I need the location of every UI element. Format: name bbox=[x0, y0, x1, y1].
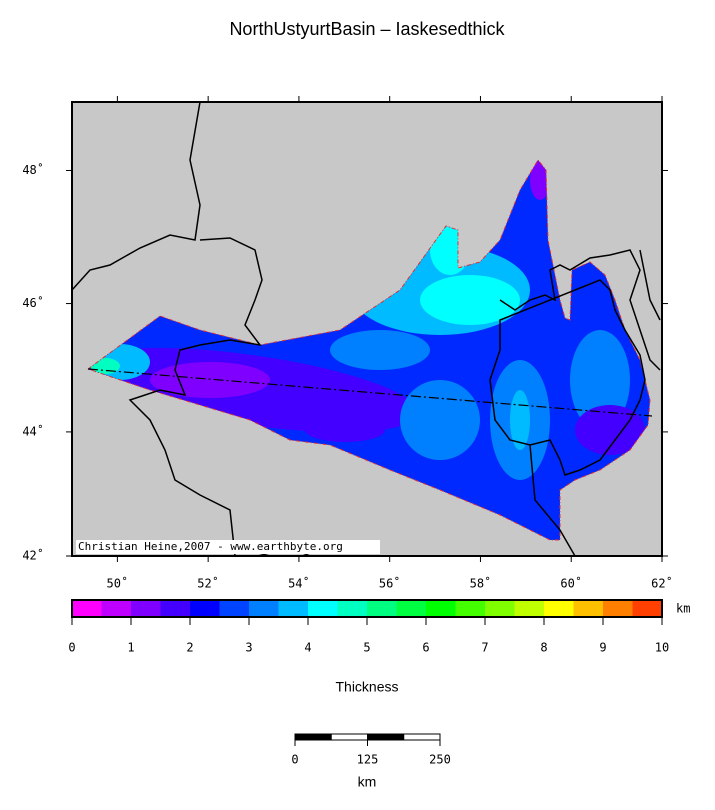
scalebar-tick-label: 250 bbox=[429, 753, 451, 767]
map-frame bbox=[71, 101, 663, 557]
x-tick-label: 54˚ bbox=[288, 576, 310, 591]
title: NorthUstyurtBasin – Iaskesedthick bbox=[229, 19, 505, 39]
y-tick-label: 46˚ bbox=[22, 295, 44, 310]
colorbar-tick-label: 9 bbox=[599, 641, 606, 655]
colorbar-tick-label: 4 bbox=[304, 641, 311, 655]
colorbar-swatch bbox=[485, 600, 515, 617]
x-tick-label: 58˚ bbox=[470, 576, 492, 591]
colorbar-tick-label: 0 bbox=[68, 641, 75, 655]
colorbar-tick-label: 8 bbox=[540, 641, 547, 655]
colorbar-swatch bbox=[632, 600, 663, 617]
colorbar-tick-label: 2 bbox=[186, 641, 193, 655]
colorbar-swatch bbox=[101, 600, 132, 617]
colorbar-swatch bbox=[249, 600, 279, 617]
scalebar-tick-label: 0 bbox=[291, 753, 298, 767]
colorbar-swatch bbox=[308, 600, 338, 617]
scalebar-tick-label: 125 bbox=[357, 753, 379, 767]
colorbar-tick-label: 10 bbox=[655, 641, 669, 655]
coastlines bbox=[72, 102, 661, 556]
colorbar-unit: km bbox=[676, 602, 690, 616]
colorbar-label: Thickness bbox=[335, 679, 398, 695]
colorbar-swatch bbox=[573, 600, 604, 617]
y-tick-label: 44˚ bbox=[22, 423, 44, 438]
colorbar-swatch bbox=[160, 600, 191, 617]
colorbar-swatch bbox=[72, 600, 102, 617]
colorbar-swatch bbox=[337, 600, 368, 617]
x-tick-label: 56˚ bbox=[379, 576, 401, 591]
y-tick-label: 48˚ bbox=[22, 162, 44, 177]
scalebar-segment bbox=[367, 733, 405, 741]
colorbar-tick-label: 3 bbox=[245, 641, 252, 655]
credit: Christian Heine,2007 - www.earthbyte.org bbox=[78, 540, 343, 553]
colorbar-tick-label: 1 bbox=[127, 641, 134, 655]
colorbar-tick-label: 6 bbox=[422, 641, 429, 655]
colorbar-swatch bbox=[544, 600, 574, 617]
x-tick-label: 60˚ bbox=[560, 576, 582, 591]
scalebar-segment bbox=[403, 733, 441, 741]
colorbar-swatch bbox=[455, 600, 486, 617]
scalebar-segment bbox=[294, 733, 332, 741]
scalebar-unit: km bbox=[358, 774, 377, 790]
colorbar-swatch bbox=[514, 600, 545, 617]
colorbar-swatch bbox=[367, 600, 397, 617]
colorbar-tick-label: 5 bbox=[363, 641, 370, 655]
colorbar-swatch bbox=[426, 600, 456, 617]
x-tick-label: 62˚ bbox=[651, 576, 673, 591]
colorbar-tick-label: 7 bbox=[481, 641, 488, 655]
colorbar-swatch bbox=[131, 600, 161, 617]
colorbar-swatch bbox=[219, 600, 250, 617]
credit-box bbox=[76, 540, 380, 554]
y-tick-label: 42˚ bbox=[22, 548, 44, 563]
colorbar-swatch bbox=[603, 600, 633, 617]
scalebar-segment bbox=[330, 733, 368, 741]
x-tick-label: 52˚ bbox=[197, 576, 219, 591]
colorbar-swatch bbox=[396, 600, 427, 617]
colorbar-swatch bbox=[190, 600, 220, 617]
colorbar-swatch bbox=[278, 600, 309, 617]
x-tick-label: 50˚ bbox=[107, 576, 129, 591]
profile-line bbox=[87, 368, 653, 417]
